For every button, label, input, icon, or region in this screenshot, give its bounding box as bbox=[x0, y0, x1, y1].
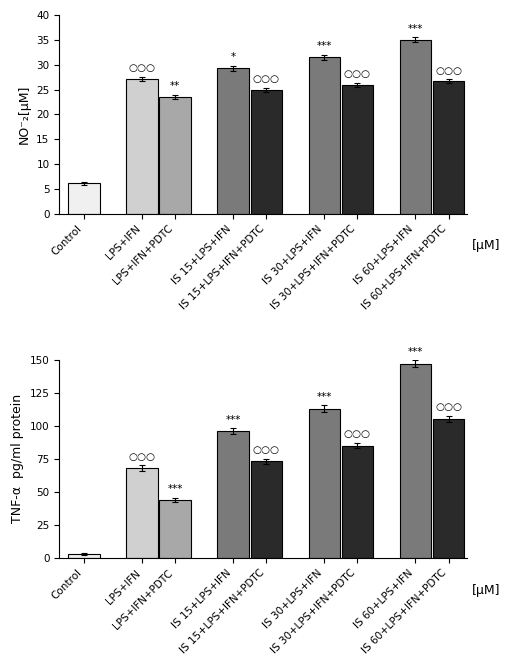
Text: ○○○: ○○○ bbox=[253, 74, 280, 84]
Text: ○○○: ○○○ bbox=[344, 69, 371, 79]
Bar bbox=[342, 446, 373, 558]
Text: ***: *** bbox=[225, 415, 241, 425]
Bar bbox=[126, 79, 158, 213]
Bar bbox=[68, 554, 100, 558]
Text: [μM]: [μM] bbox=[472, 584, 500, 597]
Bar bbox=[68, 183, 100, 213]
Bar bbox=[400, 40, 431, 213]
Text: ***: *** bbox=[168, 484, 183, 494]
Text: ○○○: ○○○ bbox=[129, 452, 155, 462]
Text: ○○○: ○○○ bbox=[435, 65, 462, 75]
Text: [μM]: [μM] bbox=[472, 239, 500, 253]
Bar bbox=[218, 431, 249, 558]
Text: ○○○: ○○○ bbox=[435, 402, 462, 412]
Bar bbox=[250, 89, 282, 213]
Text: ○○○: ○○○ bbox=[344, 430, 371, 440]
Text: ***: *** bbox=[317, 392, 332, 402]
Bar bbox=[159, 97, 191, 213]
Text: ○○○: ○○○ bbox=[253, 446, 280, 456]
Text: **: ** bbox=[170, 81, 180, 91]
Bar bbox=[433, 419, 464, 558]
Bar bbox=[309, 57, 340, 213]
Text: ***: *** bbox=[317, 41, 332, 51]
Bar bbox=[309, 409, 340, 558]
Bar bbox=[159, 500, 191, 558]
Text: ***: *** bbox=[408, 347, 423, 357]
Y-axis label: NO⁻₂[μM]: NO⁻₂[μM] bbox=[18, 85, 31, 144]
Bar bbox=[342, 85, 373, 213]
Text: *: * bbox=[230, 52, 236, 62]
Bar bbox=[218, 68, 249, 213]
Bar bbox=[126, 468, 158, 558]
Text: ***: *** bbox=[408, 24, 423, 34]
Bar bbox=[400, 364, 431, 558]
Text: ○○○: ○○○ bbox=[129, 63, 155, 73]
Bar bbox=[433, 81, 464, 213]
Bar bbox=[250, 462, 282, 558]
Y-axis label: TNF-α  pg/ml protein: TNF-α pg/ml protein bbox=[11, 394, 24, 524]
